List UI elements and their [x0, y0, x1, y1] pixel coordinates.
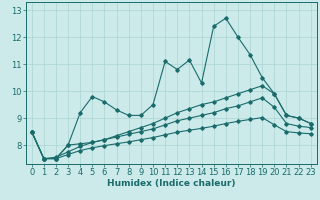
X-axis label: Humidex (Indice chaleur): Humidex (Indice chaleur)	[107, 179, 236, 188]
